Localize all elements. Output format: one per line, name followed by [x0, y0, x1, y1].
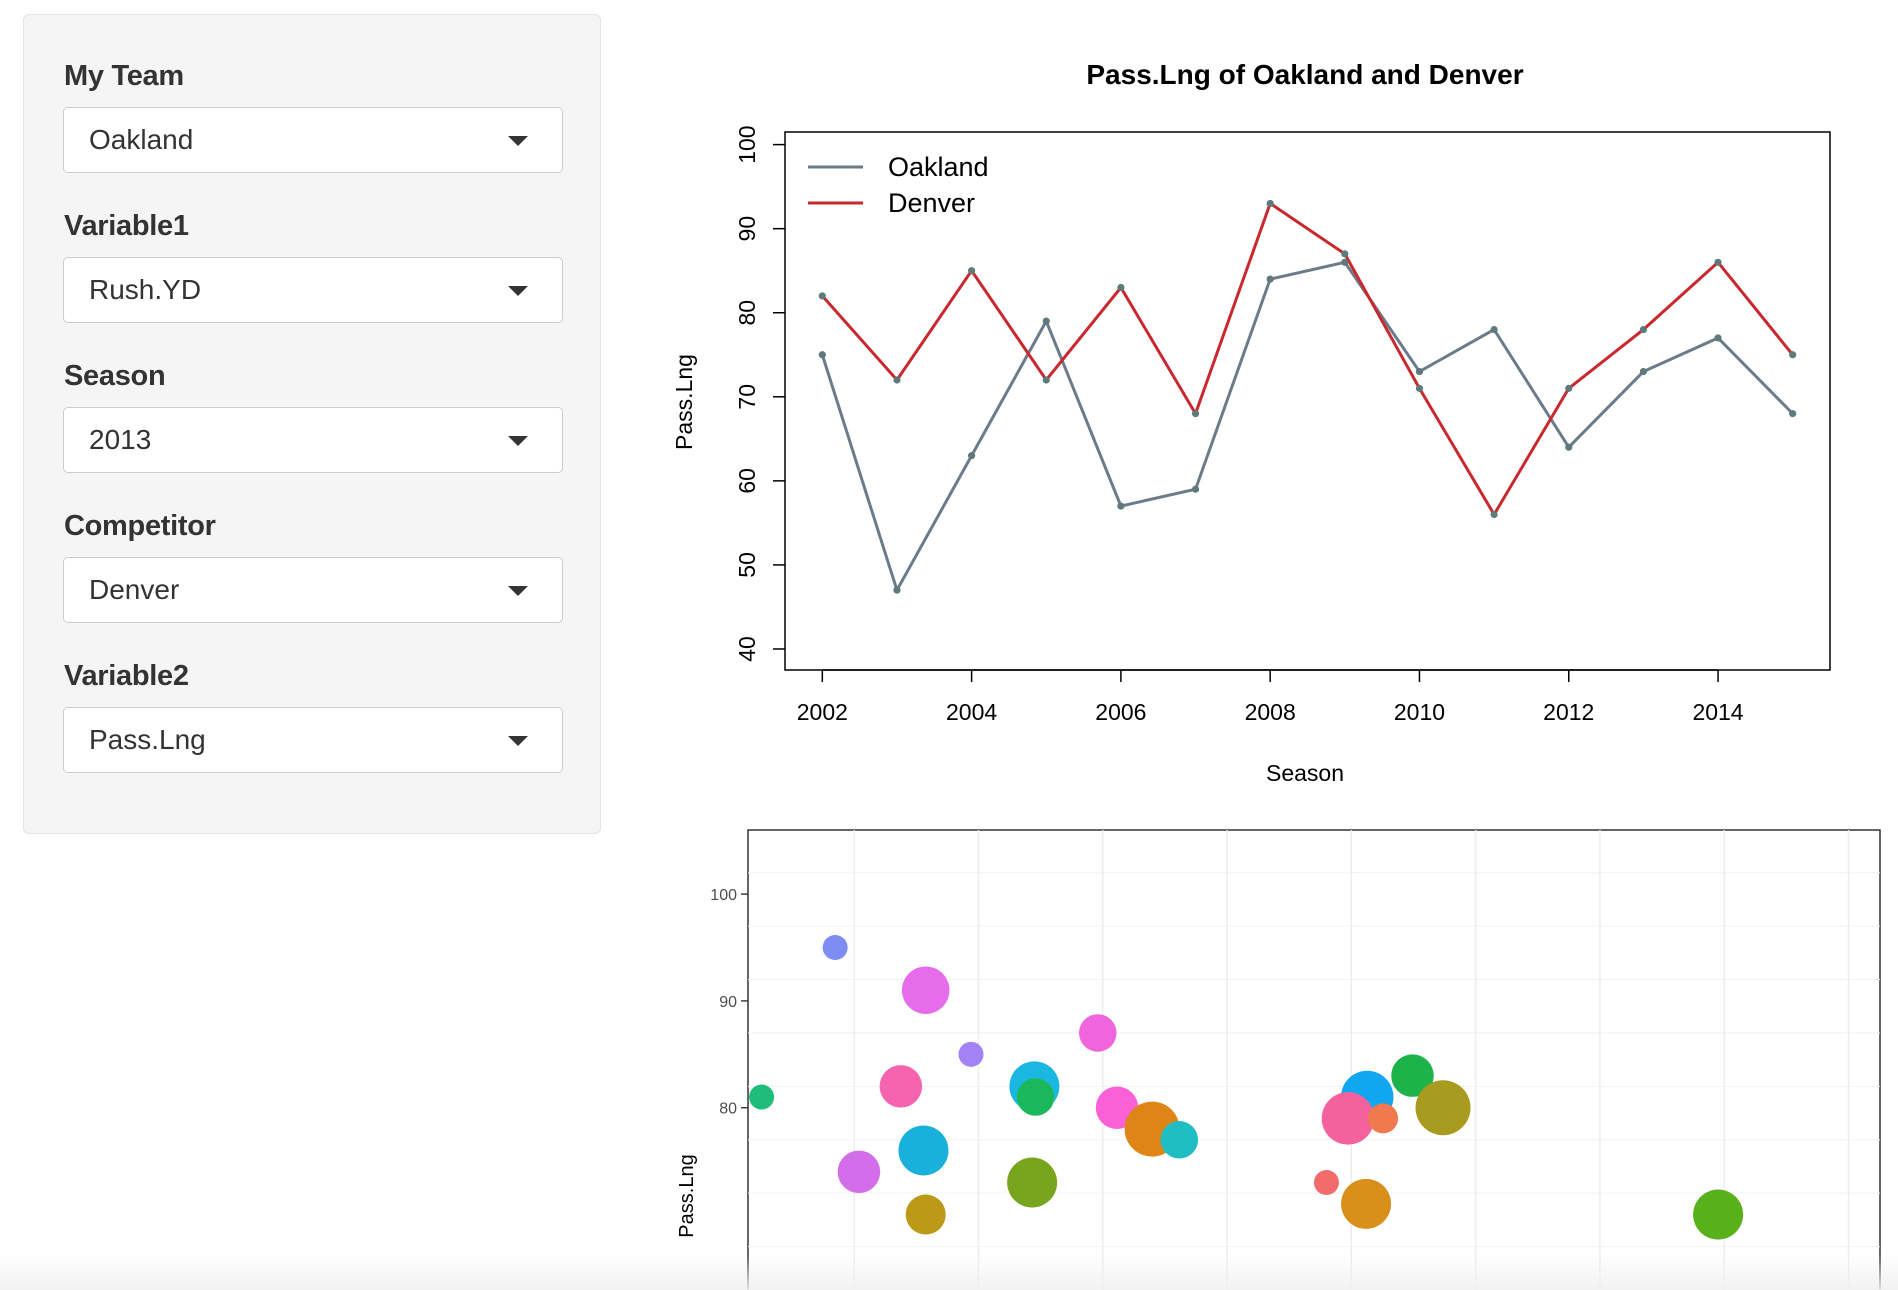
- season-value: 2013: [89, 424, 152, 455]
- data-point-denver: [818, 292, 826, 300]
- bubble-point: [837, 1150, 881, 1194]
- bubble-point: [1341, 1178, 1392, 1229]
- x-tick-label: 2010: [1394, 699, 1445, 725]
- bubble-point: [1160, 1121, 1199, 1159]
- x-axis-label: Season: [1266, 760, 1344, 786]
- chevron-down-icon: [508, 286, 528, 296]
- series-line-oakland: [820, 260, 1794, 594]
- my-team-value: Oakland: [89, 124, 194, 155]
- bubble-point: [749, 1084, 775, 1110]
- data-point-denver: [968, 267, 976, 275]
- scatter-y-tick-label: 90: [719, 994, 737, 1011]
- data-point-denver: [1042, 376, 1050, 384]
- data-point-oakland: [1714, 334, 1722, 342]
- bubble-point: [905, 1194, 946, 1235]
- data-point-denver: [1490, 510, 1498, 519]
- y-tick-label: 100: [734, 125, 760, 163]
- data-point-oakland: [818, 351, 826, 359]
- my-team-select[interactable]: Oakland: [63, 107, 563, 173]
- bubble-point: [1321, 1092, 1375, 1145]
- legend-label: Oakland: [888, 152, 989, 182]
- data-point-denver: [1341, 250, 1349, 258]
- data-point-denver: [1639, 325, 1647, 334]
- bubble-point: [1007, 1157, 1058, 1208]
- variable2-select[interactable]: Pass.Lng: [63, 707, 563, 773]
- data-point-denver: [1415, 384, 1424, 392]
- bubble-point: [1313, 1170, 1339, 1195]
- y-tick-label: 70: [734, 384, 760, 410]
- x-tick-label: 2012: [1543, 699, 1594, 725]
- bubble-point: [1079, 1014, 1117, 1052]
- variable1-label: Variable1: [64, 210, 189, 242]
- data-point-denver: [1565, 384, 1573, 392]
- bubble-point: [879, 1065, 923, 1108]
- chevron-down-icon: [508, 136, 528, 146]
- season-select[interactable]: 2013: [63, 407, 563, 473]
- bubble-point: [1415, 1080, 1471, 1136]
- scatter-y-tick-label: 100: [710, 887, 737, 904]
- legend-label: Denver: [888, 188, 975, 218]
- scatter-y-axis-label: Pass.Lng: [676, 1154, 698, 1237]
- variable1-select[interactable]: Rush.YD: [63, 257, 563, 323]
- x-tick-label: 2008: [1245, 699, 1296, 725]
- x-tick-label: 2006: [1095, 699, 1146, 725]
- y-tick-label: 60: [734, 468, 760, 494]
- y-tick-label: 40: [734, 636, 760, 662]
- y-tick-label: 50: [734, 552, 760, 578]
- variable1-value: Rush.YD: [89, 274, 202, 305]
- bubble-point: [1693, 1189, 1744, 1240]
- bubble-point: [898, 1125, 949, 1176]
- scatter-y-tick-label: 80: [719, 1101, 737, 1118]
- bubble-point: [1368, 1103, 1399, 1134]
- line-chart: Pass.Lng of Oakland and Denver Season Pa…: [671, 59, 1831, 786]
- data-point-oakland: [968, 452, 976, 460]
- data-point-denver: [1266, 199, 1274, 208]
- data-point-oakland: [893, 586, 901, 594]
- bubble-chart: Pass.Lng 80 90 100: [676, 829, 1881, 1290]
- data-point-denver: [1117, 283, 1125, 292]
- chart-title: Pass.Lng of Oakland and Denver: [1086, 59, 1523, 90]
- x-tick-label: 2002: [797, 699, 848, 725]
- sidebar-panel: My Team Oakland Variable1 Rush.YD Season…: [23, 14, 601, 834]
- bubble-point: [958, 1041, 984, 1067]
- data-point-oakland: [1117, 502, 1125, 510]
- variable2-label: Variable2: [64, 660, 189, 692]
- competitor-label: Competitor: [64, 510, 216, 542]
- variable2-value: Pass.Lng: [89, 724, 206, 755]
- data-point-oakland: [1789, 410, 1797, 418]
- data-point-oakland: [1565, 443, 1573, 451]
- chevron-down-icon: [508, 436, 528, 446]
- chevron-down-icon: [508, 586, 528, 596]
- chevron-down-icon: [508, 736, 528, 746]
- data-point-oakland: [1266, 275, 1274, 283]
- bubble-point: [901, 966, 950, 1014]
- data-point-oakland: [1490, 325, 1498, 334]
- season-label: Season: [64, 360, 166, 392]
- y-tick-label: 80: [734, 300, 760, 326]
- x-tick-label: 2014: [1692, 699, 1743, 725]
- y-axis-label: Pass.Lng: [671, 354, 697, 450]
- data-point-denver: [1789, 351, 1797, 359]
- series-line-denver: [821, 201, 1794, 518]
- bubble-point: [1391, 1054, 1434, 1097]
- bubble-point: [1016, 1078, 1055, 1116]
- data-point-oakland: [1415, 367, 1424, 376]
- my-team-label: My Team: [64, 60, 184, 92]
- y-tick-label: 90: [734, 216, 760, 242]
- data-point-denver: [893, 376, 901, 384]
- competitor-select[interactable]: Denver: [63, 557, 563, 623]
- x-tick-label: 2004: [946, 699, 997, 725]
- competitor-value: Denver: [89, 574, 180, 605]
- data-point-oakland: [1042, 317, 1050, 325]
- data-point-oakland: [1639, 367, 1647, 376]
- data-point-oakland: [1191, 485, 1200, 493]
- data-point-denver: [1191, 410, 1200, 418]
- data-point-denver: [1714, 258, 1722, 266]
- bubble-point: [822, 935, 848, 960]
- data-point-oakland: [1341, 258, 1349, 266]
